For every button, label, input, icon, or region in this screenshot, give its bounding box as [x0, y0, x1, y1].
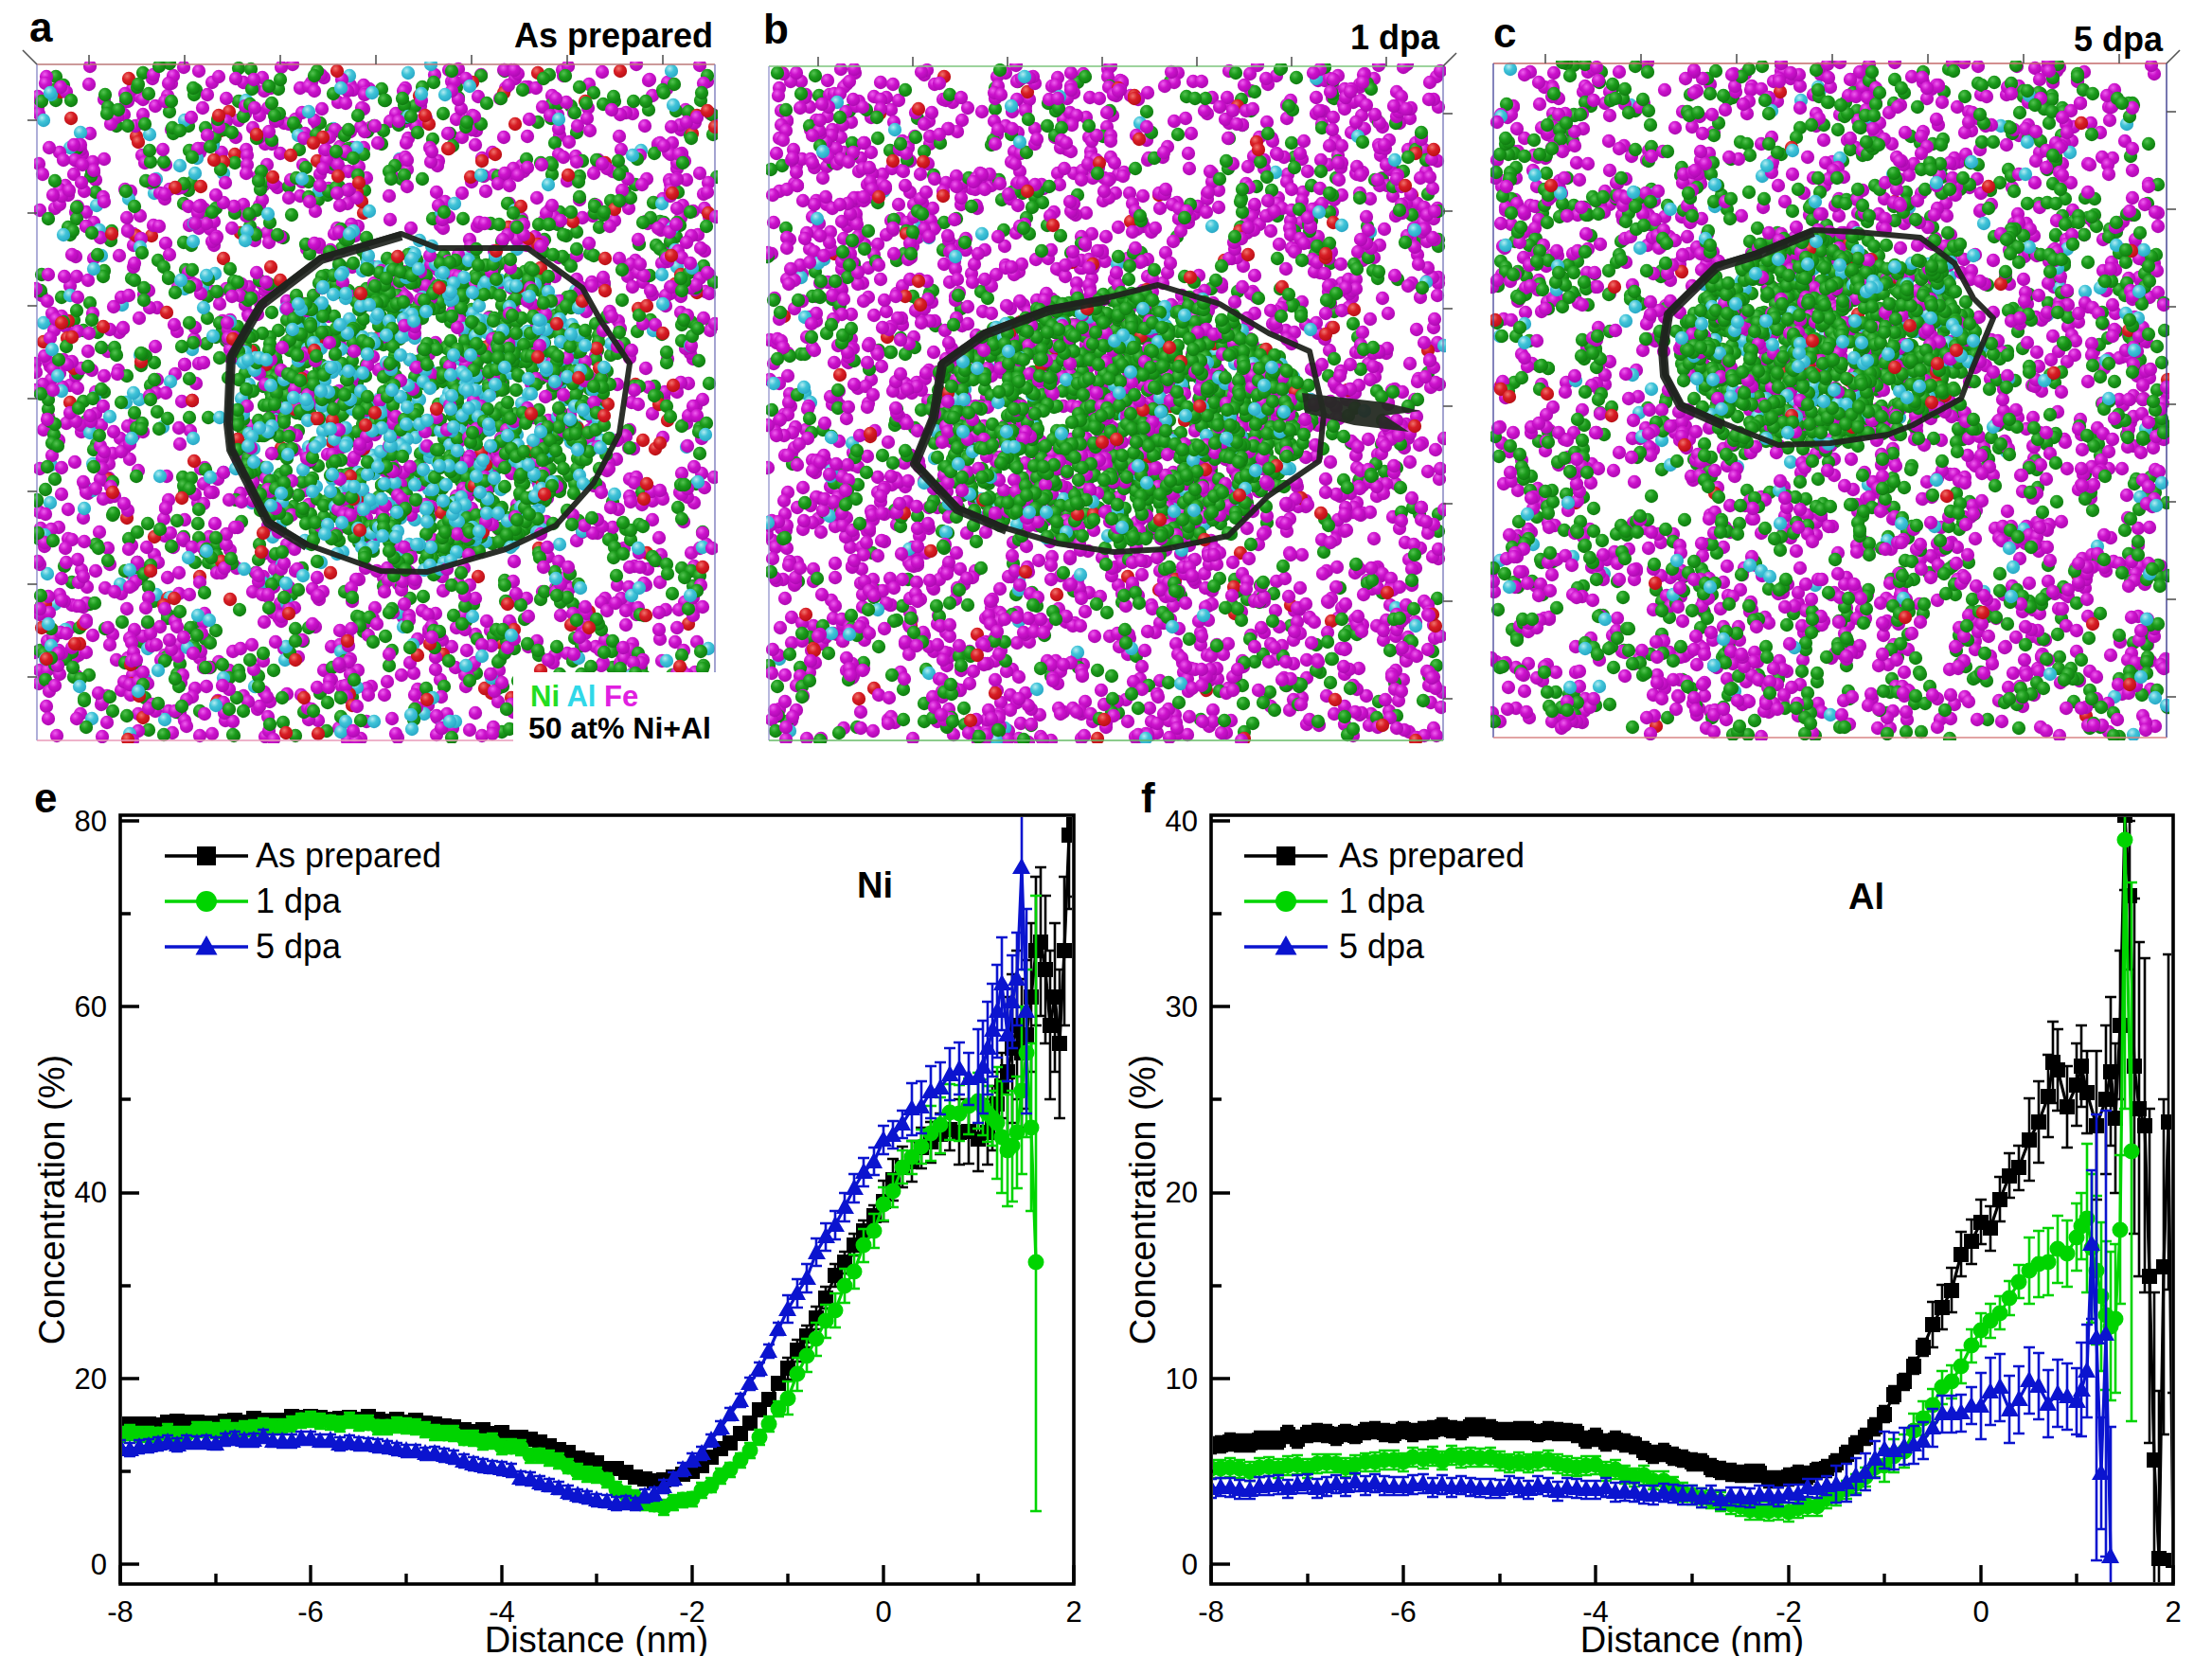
- svg-text:20: 20: [75, 1362, 107, 1396]
- svg-text:Concentration (%): Concentration (%): [32, 1055, 72, 1344]
- svg-text:50 at% Ni+Al: 50 at% Ni+Al: [528, 711, 711, 745]
- svg-text:0: 0: [875, 1595, 891, 1629]
- svg-text:1 dpa: 1 dpa: [1350, 18, 1440, 57]
- svg-text:e: e: [34, 775, 57, 821]
- svg-text:-8: -8: [107, 1595, 134, 1629]
- svg-text:2: 2: [2165, 1595, 2181, 1629]
- svg-text:Ni: Ni: [857, 865, 893, 905]
- svg-text:5 dpa: 5 dpa: [256, 927, 342, 966]
- svg-text:40: 40: [75, 1176, 107, 1209]
- svg-text:0: 0: [1972, 1595, 1989, 1629]
- svg-text:2: 2: [1065, 1595, 1081, 1629]
- svg-text:20: 20: [1166, 1176, 1198, 1209]
- svg-text:a: a: [29, 4, 53, 50]
- svg-text:f: f: [1141, 775, 1155, 821]
- svg-text:1 dpa: 1 dpa: [1339, 881, 1425, 920]
- svg-text:b: b: [763, 6, 789, 52]
- svg-text:Al: Al: [1848, 877, 1884, 917]
- svg-text:5 dpa: 5 dpa: [1339, 927, 1425, 966]
- svg-text:-6: -6: [1390, 1595, 1417, 1629]
- svg-text:As prepared: As prepared: [256, 836, 441, 875]
- svg-text:c: c: [1493, 9, 1516, 56]
- svg-text:Concentration (%): Concentration (%): [1123, 1055, 1163, 1344]
- svg-text:60: 60: [75, 990, 107, 1024]
- svg-text:0: 0: [91, 1548, 107, 1581]
- svg-text:30: 30: [1166, 990, 1198, 1024]
- svg-text:As prepared: As prepared: [1339, 836, 1525, 875]
- svg-text:5 dpa: 5 dpa: [2074, 20, 2164, 59]
- svg-text:Ni Al Fe: Ni Al Fe: [530, 680, 638, 713]
- svg-text:40: 40: [1166, 805, 1198, 838]
- svg-text:80: 80: [75, 805, 107, 838]
- svg-text:As prepared: As prepared: [514, 16, 713, 55]
- svg-text:1 dpa: 1 dpa: [256, 881, 342, 920]
- svg-text:-6: -6: [297, 1595, 324, 1629]
- svg-text:Distance (nm): Distance (nm): [485, 1620, 709, 1656]
- svg-text:Distance (nm): Distance (nm): [1580, 1620, 1805, 1656]
- svg-text:10: 10: [1166, 1362, 1198, 1396]
- svg-text:0: 0: [1182, 1548, 1198, 1581]
- svg-text:-8: -8: [1198, 1595, 1224, 1629]
